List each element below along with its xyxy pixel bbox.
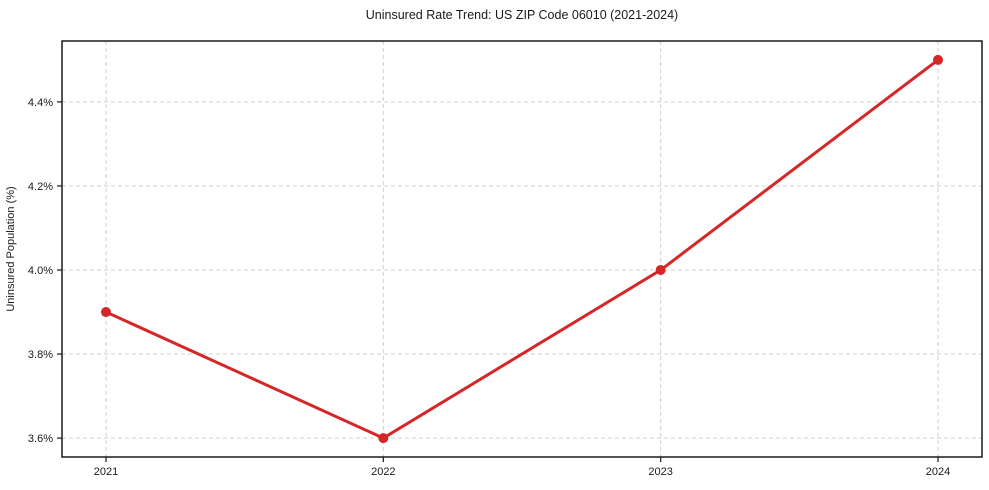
y-tick-label: 3.8% [28, 349, 53, 361]
trend-line [104, 58, 940, 440]
data-point-marker [933, 54, 943, 65]
x-tick-label: 2022 [371, 466, 395, 478]
chart-title: Uninsured Rate Trend: US ZIP Code 06010 … [365, 8, 679, 22]
data-point-marker [655, 265, 666, 276]
data-point-marker [101, 307, 111, 318]
y-tick-label: 4.2% [28, 181, 53, 193]
x-tick-label: 2021 [94, 466, 118, 478]
x-tick-label: 2024 [926, 466, 950, 478]
data-point-marker [378, 433, 389, 444]
y-tick-label: 3.6% [28, 433, 53, 445]
x-tick-label: 2023 [648, 466, 672, 478]
y-tick-label: 4.4% [28, 97, 53, 109]
y-axis-label: Uninsured Population (%) [5, 186, 17, 311]
y-tick-label: 4.0% [28, 265, 53, 277]
plot-border [61, 40, 983, 458]
